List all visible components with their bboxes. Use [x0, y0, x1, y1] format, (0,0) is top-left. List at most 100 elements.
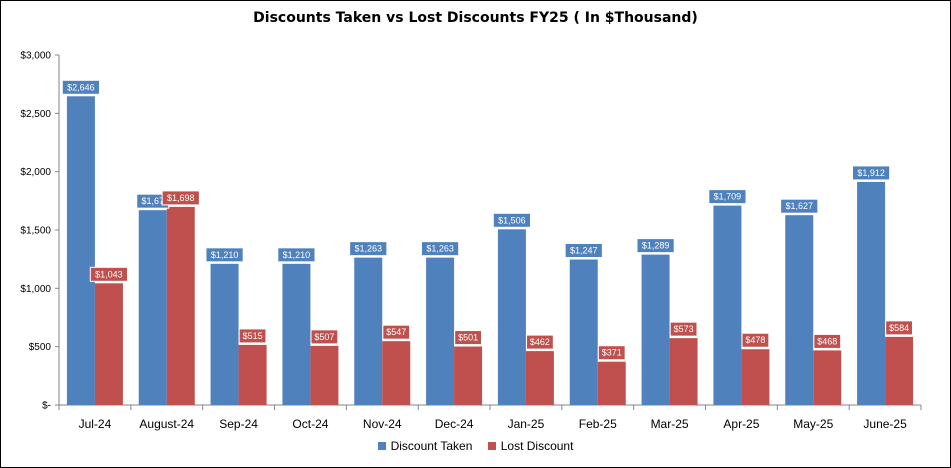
data-label: $1,912: [857, 168, 885, 178]
y-tick-label: $1,500: [20, 226, 51, 237]
data-label-box: [310, 329, 339, 345]
data-label-box: [851, 165, 891, 181]
x-tick-label: Sep-24: [219, 417, 258, 431]
legend-swatch-lost-discount: [487, 442, 496, 450]
data-label-box: [420, 241, 460, 257]
x-tick-label: June-25: [863, 417, 907, 431]
bar-lost-discount: [454, 346, 483, 405]
bar-discount-taken: [641, 254, 670, 405]
data-label: $1,506: [498, 215, 526, 225]
data-labels: $2,646 $1,67 $1,210 $1,210 $1,263 $1,263 $1,50…: [61, 79, 913, 361]
y-tick-label: $2,500: [20, 109, 51, 120]
data-label: $462: [530, 337, 550, 347]
data-label: $1,043: [95, 269, 123, 279]
data-label: $468: [817, 336, 837, 346]
data-label-box: [597, 345, 626, 361]
chart-title: Discounts Taken vs Lost Discounts FY25 (…: [253, 10, 698, 26]
legend-swatch-discount-taken: [377, 442, 386, 450]
data-label: $1,698: [167, 193, 195, 203]
data-label: $547: [386, 327, 406, 337]
data-label-box: [813, 333, 842, 349]
data-label-box: [349, 241, 388, 257]
data-label: $1,289: [642, 241, 670, 251]
data-label-box: [277, 247, 316, 263]
data-label: $371: [602, 348, 622, 358]
bar-discount-taken: [138, 210, 167, 405]
data-label-box: [161, 190, 200, 206]
data-label-box: [382, 324, 411, 340]
x-tick-label: Nov-24: [363, 417, 402, 431]
bar-discount-taken: [426, 257, 455, 405]
data-label-box: [238, 328, 267, 344]
data-label-box: [492, 212, 532, 228]
x-tick-label: Mar-25: [651, 417, 689, 431]
bar-lost-discount: [166, 206, 195, 405]
bars: [66, 96, 914, 406]
data-label-box: [636, 238, 675, 254]
legend-item-discount-taken: Discount Taken: [377, 439, 473, 453]
data-label: $1,263: [354, 244, 382, 254]
data-label-box: [564, 243, 603, 259]
data-label-box: [741, 332, 770, 348]
legend: Discount Taken Lost Discount: [0, 439, 951, 453]
data-label: $1,709: [714, 192, 742, 202]
data-label: $507: [314, 332, 334, 342]
data-label-box: [454, 330, 482, 346]
data-label-box: [669, 321, 698, 337]
bar-discount-taken: [785, 215, 814, 405]
legend-label-lost-discount: Lost Discount: [500, 439, 574, 453]
y-tick-label: $500: [29, 342, 52, 353]
bar-lost-discount: [238, 344, 267, 405]
bar-lost-discount: [597, 361, 626, 405]
bar-discount-taken: [354, 257, 383, 405]
bar-discount-taken: [66, 96, 95, 406]
bar-lost-discount: [813, 350, 842, 405]
bar-lost-discount: [525, 351, 554, 405]
data-label: $515: [243, 331, 263, 341]
bar-lost-discount: [382, 341, 411, 405]
x-tick-label: May-25: [793, 417, 833, 431]
data-label-box: [708, 189, 747, 205]
x-tick-label: Jan-25: [508, 417, 545, 431]
data-label: $584: [889, 323, 909, 333]
bar-discount-taken: [713, 205, 742, 405]
data-label: $1,210: [211, 250, 239, 260]
legend-item-lost-discount: Lost Discount: [487, 439, 574, 453]
bar-discount-taken: [282, 263, 311, 405]
data-label-box: [61, 79, 101, 95]
x-tick-label: Feb-25: [579, 417, 617, 431]
x-tick-label: Apr-25: [723, 417, 759, 431]
data-label: $1,627: [785, 201, 813, 211]
data-label: $573: [674, 324, 694, 334]
y-tick-label: $3,000: [20, 51, 51, 62]
data-label-box: [526, 334, 554, 350]
data-label: $1,247: [570, 246, 598, 256]
axes: $- $500 $1,000 $1,500 $2,000 $2,500 $3,000 Jul-…: [20, 51, 922, 431]
bar-discount-taken: [497, 229, 526, 405]
y-tick-label: $-: [42, 401, 51, 412]
bar-lost-discount: [741, 349, 770, 405]
x-tick-label: Dec-24: [435, 417, 474, 431]
data-label-box: [885, 320, 913, 336]
data-label: $1,67: [141, 196, 164, 206]
data-label: $1,210: [283, 250, 311, 260]
bar-lost-discount: [669, 338, 698, 405]
bar-lost-discount: [310, 345, 339, 405]
x-tick-label: Oct-24: [292, 417, 328, 431]
x-tick-label: August-24: [139, 417, 194, 431]
data-label: $2,646: [67, 82, 95, 92]
y-tick-label: $1,000: [20, 284, 51, 295]
bar-discount-taken: [569, 259, 598, 405]
legend-label-discount-taken: Discount Taken: [390, 439, 473, 453]
bar-lost-discount: [94, 283, 123, 405]
bar-lost-discount: [885, 336, 914, 405]
data-label: $478: [745, 335, 765, 345]
data-label-box: [780, 198, 819, 214]
y-tick-label: $2,000: [20, 167, 51, 178]
data-label-box: [205, 247, 244, 263]
bar-discount-taken: [857, 181, 886, 405]
data-label: $1,263: [426, 244, 454, 254]
bar-discount-taken: [210, 263, 239, 405]
data-label: $501: [458, 333, 478, 343]
x-tick-label: Jul-24: [79, 417, 112, 431]
